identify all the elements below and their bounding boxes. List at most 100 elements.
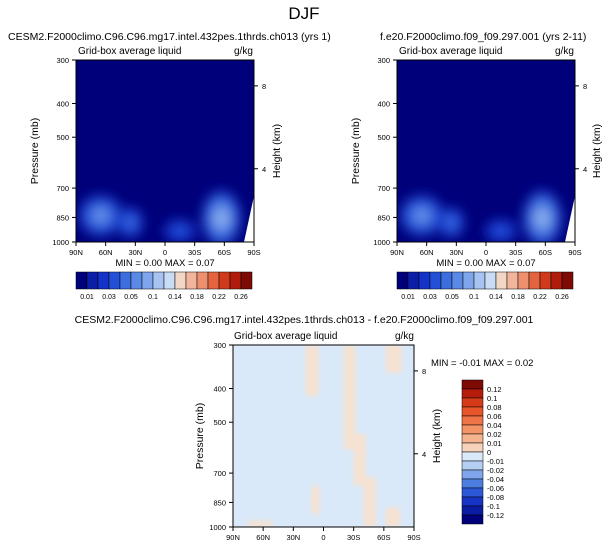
panel-3-ytick-label: 400	[213, 384, 226, 393]
panel-2-colorbar-box	[484, 271, 497, 290]
panel-1-colorbar-box	[185, 271, 198, 290]
figure-title: DJF	[288, 4, 319, 23]
panel-1-subtitle: Grid-box average liquid	[78, 46, 181, 57]
panel-2-colorbar-box	[550, 271, 563, 290]
panel-1-ylabel: Pressure (mb)	[29, 118, 41, 185]
panel-2-contour-5	[497, 229, 504, 234]
panel-3-axes: 90N 60N 30N 0 30S 60S 90S 300 400 500 700 850 1000 8 4	[209, 341, 426, 542]
panel-3-colorbar-label: -0.1	[487, 502, 500, 511]
panel-1-colorbar-box	[141, 271, 154, 290]
panel-1-xtick-label: 90N	[69, 248, 83, 257]
panel-1-xtick-label: 0	[163, 248, 167, 257]
panel-1-xtick-label: 60S	[218, 248, 231, 257]
panel-3-units: g/kg	[395, 331, 414, 342]
panel-2-xtick-label: 0	[484, 248, 488, 257]
panel-1-colorbar-box	[119, 271, 132, 290]
panel-3-xtick-label: 90S	[407, 533, 420, 542]
panel-2-ytick-label: 400	[377, 99, 390, 108]
panel-1-colorbar-box	[207, 271, 220, 290]
panel-3-xtick-label: 0	[321, 533, 325, 542]
panel-3-colorbar-box	[461, 451, 484, 462]
panel-2-colorbar-box	[539, 271, 552, 290]
panel-3-colorbar-label: 0.06	[487, 412, 502, 421]
panel-1-right-label: Height (km)	[271, 124, 283, 178]
panel-3-contours	[247, 345, 402, 527]
panel-2-contour-5	[417, 212, 426, 220]
panel-3-field	[233, 345, 414, 527]
panel-3-xtick-label: 30S	[347, 533, 360, 542]
panel-1-contour-5	[176, 229, 183, 234]
panel-3-positive-region-1	[305, 345, 319, 396]
panel-3-colorbar-box	[461, 487, 484, 498]
panel-2-right-label: Height (km)	[591, 124, 603, 178]
panel-2-colorbar-label: 0.05	[445, 294, 459, 301]
panel-2-contours	[398, 188, 563, 242]
panel-3-colorbar-label: 0.01	[487, 439, 502, 448]
panel-1-terrain-mask	[244, 196, 254, 242]
panel-2-colorbar-label: 0.14	[489, 294, 503, 301]
panel-3-ytick-label: 300	[213, 341, 226, 350]
panel-2-axes: 90N 60N 30N 0 30S 60S 90S 300 400 500 700 850 1000 8 4	[373, 56, 587, 257]
panel-1-colorbar-box	[240, 271, 253, 290]
panel-3-colorbar-label: 0.12	[487, 385, 502, 394]
panel-2-colorbar-box	[396, 271, 409, 290]
panel-1-colorbar-box	[86, 271, 99, 290]
panel-1-colorbar-box	[130, 271, 143, 290]
panel-2-subtitle: Grid-box average liquid	[399, 46, 502, 57]
panel-2-ytick-label: 500	[377, 133, 390, 142]
panel-3-xtick-label: 60S	[377, 533, 390, 542]
panel-1-xtick-label: 90S	[247, 248, 260, 257]
panel-2-rtick-label: 4	[583, 165, 587, 174]
panel-2-colorbar-label: 0.01	[401, 294, 415, 301]
panel-1-colorbar-box	[163, 271, 176, 290]
panel-3-colorbar-label: -0.08	[487, 493, 504, 502]
panel-1-rtick-label: 8	[262, 82, 266, 91]
panel-2-units: g/kg	[555, 46, 574, 57]
panel-2-colorbar-box	[418, 271, 431, 290]
panel-3-xtick-label: 90N	[226, 533, 240, 542]
panel-1-units: g/kg	[234, 46, 253, 57]
panel-3-positive-region-3	[343, 345, 356, 450]
panel-1-stats: MIN = 0.00 MAX = 0.07	[115, 258, 214, 269]
panel-2-colorbar-box	[561, 271, 574, 290]
panel-2-colorbar-box	[473, 271, 486, 290]
panel-1-contours	[77, 188, 242, 242]
panel-2-colorbar-label: 0.18	[511, 294, 525, 301]
panel-3-colorbar-box	[461, 460, 484, 471]
panel-3-ytick-label: 700	[213, 469, 226, 478]
panel-1-axes: 90N 60N 30N 0 30S 60S 90S 300 400 500 700 850 1000 8 4	[52, 56, 266, 257]
panel-1-colorbar-box	[218, 271, 231, 290]
panel-3-colorbar-label: -0.06	[487, 484, 504, 493]
panel-2-colorbar-label: 0.1	[469, 294, 479, 301]
panel-3-subtitle: Grid-box average liquid	[234, 331, 337, 342]
panel-3-ytick-label: 500	[213, 418, 226, 427]
panel-3-colorbar-box	[461, 514, 484, 525]
panel-1-ytick-label: 500	[56, 133, 69, 142]
panel-3-title: CESM2.F2000climo.C96.C96.mg17.intel.432p…	[75, 314, 534, 326]
panel-1-ytick-label: 300	[56, 56, 69, 65]
panel-2-terrain-mask	[565, 196, 575, 242]
panel-1: CESM2.F2000climo.C96.C96.mg17.intel.432p…	[8, 31, 331, 301]
panel-1-contour-5	[96, 212, 105, 220]
panel-1-colorbar-label: 0.05	[124, 294, 138, 301]
panel-1-colorbar: 0.01 0.03 0.05 0.1 0.14 0.18 0.22 0.26	[75, 271, 253, 301]
panel-3-positive-region-2	[311, 485, 320, 515]
panel-3-colorbar-box	[461, 433, 484, 444]
panel-3-stats: MIN = -0.01 MAX = 0.02	[431, 358, 533, 369]
panel-2-xtick-label: 60N	[420, 248, 434, 257]
panel-3-positive-region-4	[353, 433, 366, 486]
panel-2-xtick-label: 30S	[509, 248, 522, 257]
panel-3-colorbar-label: 0.1	[487, 394, 497, 403]
panel-2-rtick-label: 8	[583, 82, 587, 91]
panel-3-colorbar-box	[461, 379, 484, 390]
panel-3-ylabel: Pressure (mb)	[194, 403, 206, 470]
panel-3-colorbar-box	[461, 478, 484, 489]
panel-3-colorbar-box	[461, 388, 484, 399]
panel-1-colorbar-box	[196, 271, 209, 290]
panel-1-ytick-label: 400	[56, 99, 69, 108]
panel-3-colorbar-label: -0.01	[487, 457, 504, 466]
panel-3-xtick-label: 60N	[256, 533, 270, 542]
panel-1-rtick-label: 4	[262, 165, 266, 174]
panel-2-colorbar-box	[462, 271, 475, 290]
panel-2-contour-5	[449, 219, 454, 226]
